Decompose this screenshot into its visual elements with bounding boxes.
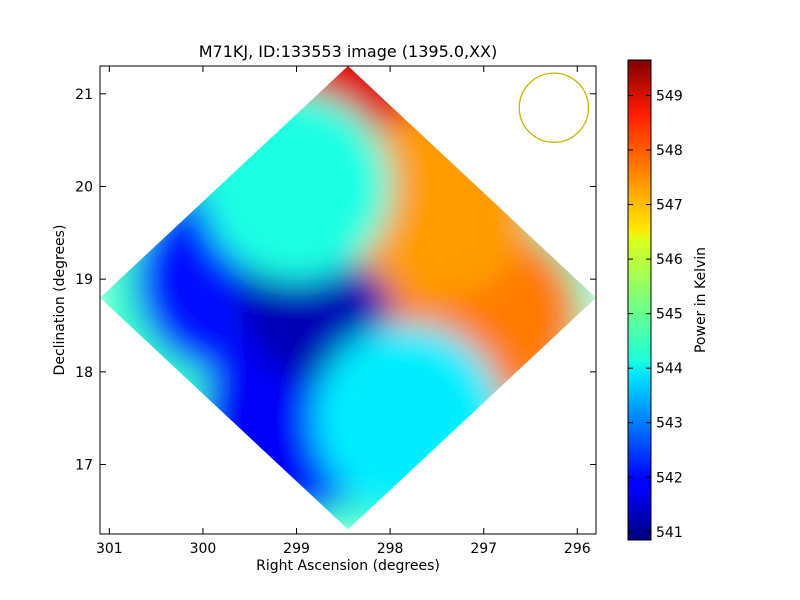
colorbar-tick-label: 546: [656, 252, 683, 268]
y-tick-label: 18: [75, 365, 93, 381]
x-tick-label: 296: [564, 541, 591, 557]
colorbar-tick-label: 541: [656, 525, 683, 541]
colorbar-tick-label: 542: [656, 470, 683, 486]
x-tick-label: 298: [377, 541, 404, 557]
colorbar-tick-label: 544: [656, 361, 683, 377]
x-tick-label: 297: [470, 541, 497, 557]
x-axis: 301 300 299 298 297 296: [96, 66, 591, 557]
y-axis-label: Declination (degrees): [52, 225, 68, 376]
colorbar-tick-label: 547: [656, 198, 683, 214]
colorbar-axis: 541 542 543 544 545 546 547 548 549: [628, 88, 683, 541]
y-tick-label: 19: [75, 272, 93, 288]
colorbar-tick-label: 545: [656, 307, 683, 323]
y-tick-label: 20: [75, 179, 93, 195]
colorbar: [627, 59, 652, 541]
colorbar-tick-label: 548: [656, 143, 683, 159]
chart-title: M71KJ, ID:133553 image (1395.0,XX): [199, 42, 498, 61]
x-tick-label: 300: [190, 541, 217, 557]
colorbar-tick-label: 543: [656, 416, 683, 432]
beam-marker: [518, 72, 590, 143]
x-axis-label: Right Ascension (degrees): [256, 558, 440, 574]
x-tick-label: 299: [283, 541, 310, 557]
colorbar-label: Power in Kelvin: [693, 247, 709, 353]
colorbar-tick-label: 549: [656, 88, 683, 104]
y-axis: 17 18 19 20 21: [75, 87, 596, 473]
y-tick-label: 21: [75, 87, 93, 103]
x-tick-label: 301: [96, 541, 123, 557]
plot-frame: [99, 65, 597, 535]
y-tick-label: 17: [75, 457, 93, 473]
